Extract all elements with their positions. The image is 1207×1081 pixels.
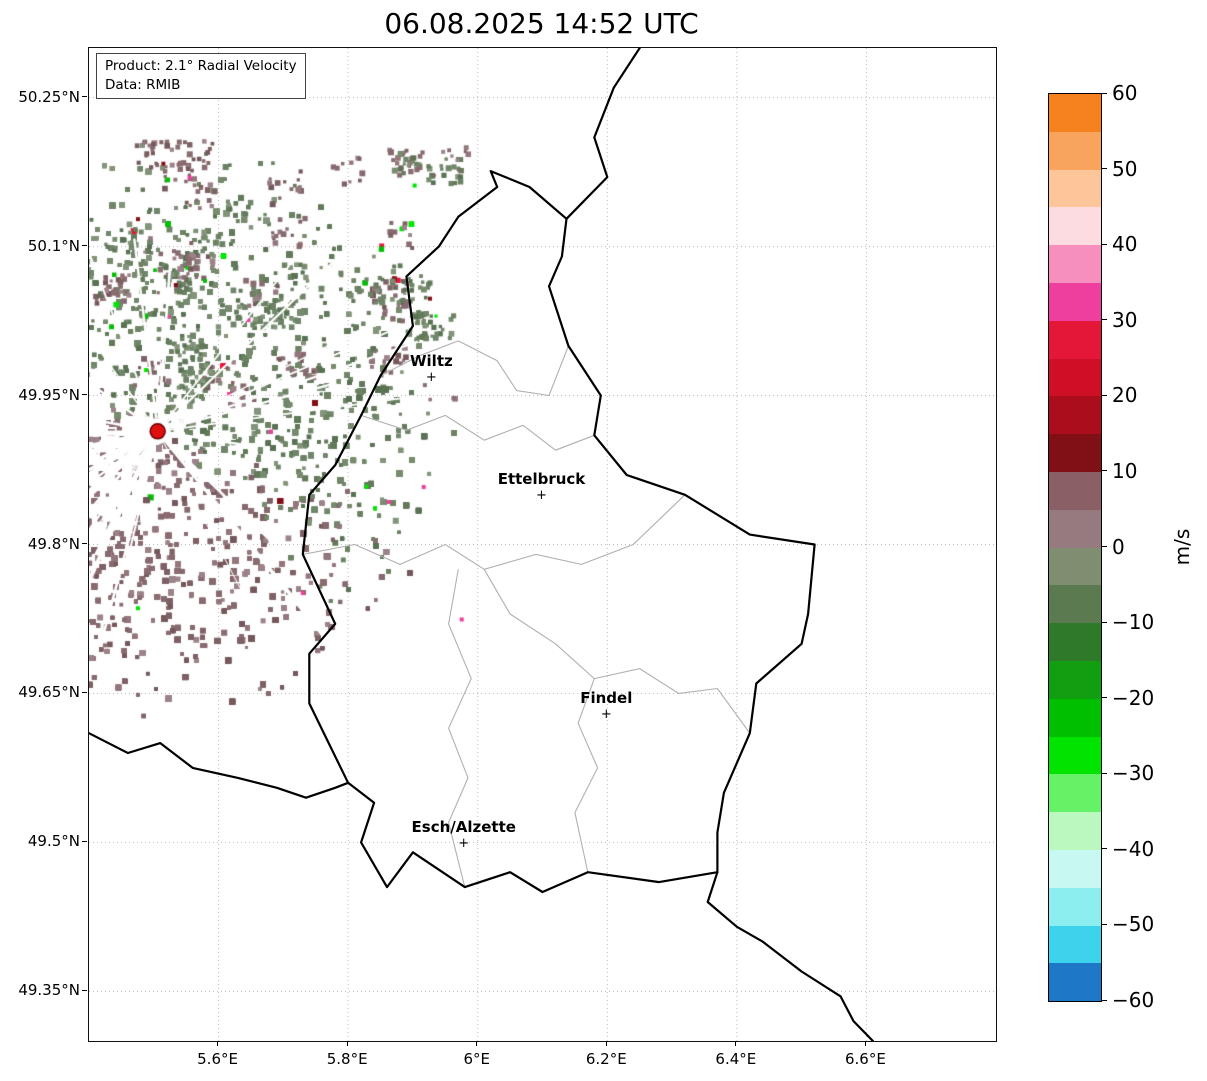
colorbar-tick-label: −10 <box>1112 610 1155 635</box>
colorbar-band <box>1049 358 1101 397</box>
colorbar-band <box>1049 207 1101 246</box>
colorbar-tick-mark <box>1101 243 1107 245</box>
x-tick-label: 5.6°E <box>197 1050 238 1068</box>
radar-velocity-field <box>89 48 996 1041</box>
colorbar-band <box>1049 245 1101 283</box>
colorbar-band <box>1049 849 1101 888</box>
colorbar-band <box>1049 509 1101 548</box>
x-tick-mark <box>346 1041 348 1046</box>
colorbar-band <box>1049 963 1101 1002</box>
x-tick-mark <box>476 1041 478 1046</box>
colorbar-tick-label: 30 <box>1112 307 1138 332</box>
city-marker: + <box>425 369 437 385</box>
colorbar-band <box>1049 812 1101 850</box>
info-product: Product: 2.1° Radial Velocity <box>105 58 297 74</box>
y-tick-mark <box>82 245 87 247</box>
colorbar-band <box>1049 698 1101 737</box>
colorbar-band <box>1049 320 1101 359</box>
colorbar-unit-label: m/s <box>1170 528 1194 566</box>
city-label: Wiltz <box>409 351 453 370</box>
border-layer <box>89 48 875 1041</box>
colorbar-tick-mark <box>1101 168 1107 170</box>
map-plot: Product: 2.1° Radial Velocity Data: RMIB <box>88 47 997 1042</box>
colorbar-tick-mark <box>1101 772 1107 774</box>
x-tick-label: 6.6°E <box>845 1050 886 1068</box>
colorbar <box>1048 93 1102 1002</box>
x-tick-mark <box>864 1041 866 1046</box>
colorbar-tick-mark <box>1101 546 1107 547</box>
plot-title: 06.08.2025 14:52 UTC <box>384 7 699 40</box>
x-tick-label: 6°E <box>463 1050 490 1068</box>
colorbar-band <box>1049 585 1101 624</box>
city-marker: + <box>458 836 470 852</box>
colorbar-tick-label: 50 <box>1112 156 1138 181</box>
colorbar-tick-mark <box>1101 697 1107 699</box>
y-tick-label: 49.8°N <box>27 534 80 553</box>
colorbar-band <box>1049 660 1101 699</box>
colorbar-band <box>1049 282 1101 321</box>
colorbar-tick-label: −60 <box>1112 988 1155 1012</box>
colorbar-tick-mark <box>1101 848 1107 850</box>
y-tick-label: 50.1°N <box>27 236 80 255</box>
city-label: Findel <box>580 689 633 708</box>
info-source: Data: RMIB <box>105 76 181 93</box>
x-tick-label: 6.4°E <box>715 1050 757 1068</box>
colorbar-tick-label: −30 <box>1112 761 1155 786</box>
colorbar-band <box>1049 736 1101 775</box>
colorbar-band <box>1049 925 1101 964</box>
city-marker: + <box>600 707 612 723</box>
colorbar-tick-label: 10 <box>1112 458 1138 483</box>
y-tick-mark <box>82 543 87 544</box>
y-tick-label: 49.5°N <box>27 832 80 851</box>
city-label: Esch/Alzette <box>411 818 516 837</box>
y-tick-label: 49.35°N <box>18 981 80 1000</box>
colorbar-tick-mark <box>1101 319 1107 321</box>
y-tick-label: 49.95°N <box>18 385 80 404</box>
colorbar-band <box>1049 131 1101 170</box>
city-label: Ettelbruck <box>497 469 586 488</box>
colorbar-band <box>1049 774 1101 813</box>
colorbar-tick-mark <box>1101 621 1107 623</box>
colorbar-tick-label: −50 <box>1112 912 1155 937</box>
info-box: Product: 2.1° Radial Velocity Data: RMIB <box>96 53 306 99</box>
y-tick-label: 49.65°N <box>18 683 80 702</box>
colorbar-tick-label: 60 <box>1112 81 1138 105</box>
colorbar-tick-label: 0 <box>1112 534 1125 559</box>
x-tick-mark <box>217 1041 219 1046</box>
colorbar-bands <box>1049 94 1101 1002</box>
colorbar-tick-label: 20 <box>1112 383 1138 408</box>
colorbar-band <box>1049 547 1101 586</box>
colorbar-band <box>1049 94 1101 132</box>
y-tick-mark <box>82 840 87 842</box>
colorbar-band <box>1049 434 1101 472</box>
y-tick-mark <box>82 96 87 98</box>
colorbar-tick-label: −20 <box>1112 685 1155 710</box>
colorbar-tick-mark <box>1101 470 1107 472</box>
y-tick-mark <box>82 691 87 693</box>
colorbar-tick-mark <box>1101 394 1107 396</box>
colorbar-band <box>1049 169 1101 208</box>
city-marker: + <box>536 487 547 503</box>
colorbar-band <box>1049 471 1101 510</box>
colorbar-tick-label: −40 <box>1112 836 1155 861</box>
x-tick-mark <box>605 1041 607 1046</box>
y-tick-label: 50.25°N <box>18 87 80 106</box>
x-tick-label: 6.2°E <box>585 1050 627 1068</box>
colorbar-band <box>1049 396 1101 435</box>
colorbar-tick-mark <box>1101 923 1107 925</box>
y-tick-mark <box>82 394 87 396</box>
colorbar-tick-label: 40 <box>1112 232 1138 257</box>
colorbar-tick-mark <box>1101 999 1107 1001</box>
x-tick-label: 5.8°E <box>326 1050 368 1068</box>
y-tick-mark <box>82 989 87 991</box>
colorbar-band <box>1049 887 1101 926</box>
colorbar-tick-mark <box>1101 92 1107 94</box>
colorbar-band <box>1049 623 1101 661</box>
x-tick-mark <box>735 1041 737 1046</box>
